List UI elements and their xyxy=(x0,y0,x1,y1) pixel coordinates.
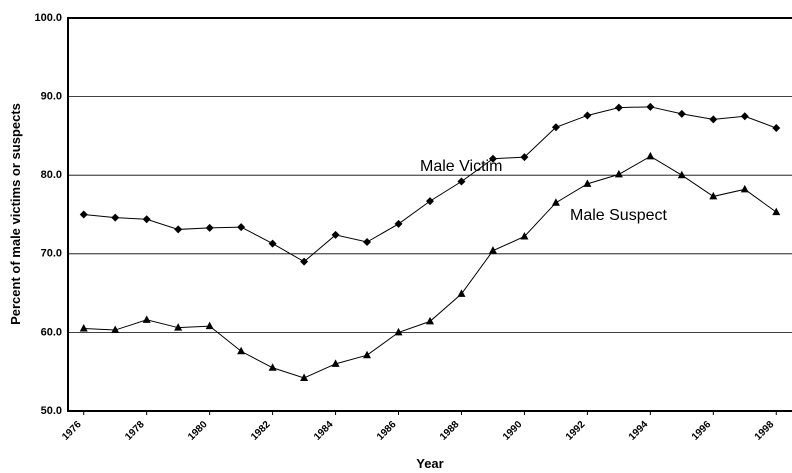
marker xyxy=(331,359,340,367)
y-tick-label: 70.0 xyxy=(41,248,62,260)
marker xyxy=(551,198,560,206)
marker xyxy=(174,225,183,234)
marker xyxy=(677,170,686,179)
x-tick-label: 1988 xyxy=(438,419,462,443)
marker xyxy=(174,323,183,331)
x-tick-label: 1980 xyxy=(186,419,210,443)
marker xyxy=(677,109,686,118)
marker xyxy=(772,207,781,216)
marker xyxy=(300,373,309,381)
marker xyxy=(520,153,529,162)
marker xyxy=(363,350,372,359)
x-axis-title: Year xyxy=(416,456,443,471)
series-line xyxy=(83,155,777,379)
marker xyxy=(740,112,749,121)
marker xyxy=(237,346,246,355)
marker xyxy=(142,215,151,224)
marker xyxy=(237,223,246,232)
marker xyxy=(583,111,592,120)
x-tick-label: 1984 xyxy=(312,419,336,443)
marker xyxy=(79,323,88,332)
marker xyxy=(331,230,340,239)
x-tick-label: 1990 xyxy=(501,419,525,443)
marker xyxy=(268,363,277,371)
marker xyxy=(79,210,88,219)
marker xyxy=(205,223,214,232)
series-label: Male Victim xyxy=(420,158,502,175)
y-tick-label: 90.0 xyxy=(41,91,62,103)
x-tick-label: 1986 xyxy=(375,419,399,443)
marker xyxy=(583,179,592,187)
x-tick-label: 1998 xyxy=(753,419,777,443)
series-line xyxy=(83,106,777,263)
marker xyxy=(646,102,655,111)
marker xyxy=(709,191,718,200)
series-label: Male Suspect xyxy=(570,207,667,224)
marker xyxy=(426,197,434,206)
marker xyxy=(111,213,120,222)
x-tick-label: 1978 xyxy=(123,419,147,443)
marker xyxy=(394,327,403,336)
x-tick-label: 1982 xyxy=(249,419,273,443)
marker xyxy=(772,124,781,133)
marker xyxy=(394,219,403,228)
marker xyxy=(426,316,434,325)
marker xyxy=(488,154,497,163)
marker xyxy=(740,184,749,193)
y-tick-label: 50.0 xyxy=(41,405,62,417)
x-tick-label: 1994 xyxy=(627,419,651,443)
marker xyxy=(488,246,497,254)
x-tick-label: 1996 xyxy=(690,419,714,443)
plot-frame xyxy=(67,17,792,412)
marker xyxy=(268,239,277,248)
marker xyxy=(457,177,466,186)
marker xyxy=(551,123,560,132)
y-tick-label: 80.0 xyxy=(41,169,62,181)
marker xyxy=(457,289,466,297)
marker xyxy=(520,232,529,240)
marker xyxy=(111,325,120,334)
y-axis-title: Percent of male victims or suspects xyxy=(8,103,23,325)
marker xyxy=(205,321,214,330)
marker xyxy=(300,257,309,266)
y-tick-label: 100.0 xyxy=(34,12,62,24)
marker xyxy=(646,151,655,160)
marker xyxy=(614,169,623,178)
x-tick-label: 1976 xyxy=(60,419,84,443)
marker xyxy=(614,103,623,112)
y-tick-label: 60.0 xyxy=(41,326,62,338)
x-tick-label: 1992 xyxy=(564,419,588,443)
marker xyxy=(142,315,151,323)
marker xyxy=(709,115,718,124)
marker xyxy=(363,238,372,247)
